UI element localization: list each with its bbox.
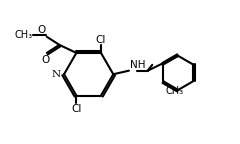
Text: N: N: [51, 70, 60, 79]
Text: O: O: [42, 55, 50, 65]
Text: CH₃: CH₃: [14, 30, 32, 40]
Text: CH₃: CH₃: [166, 86, 184, 96]
Text: Cl: Cl: [96, 35, 106, 45]
Text: NH: NH: [130, 60, 146, 70]
Text: O: O: [38, 25, 46, 35]
Text: Cl: Cl: [71, 104, 82, 114]
